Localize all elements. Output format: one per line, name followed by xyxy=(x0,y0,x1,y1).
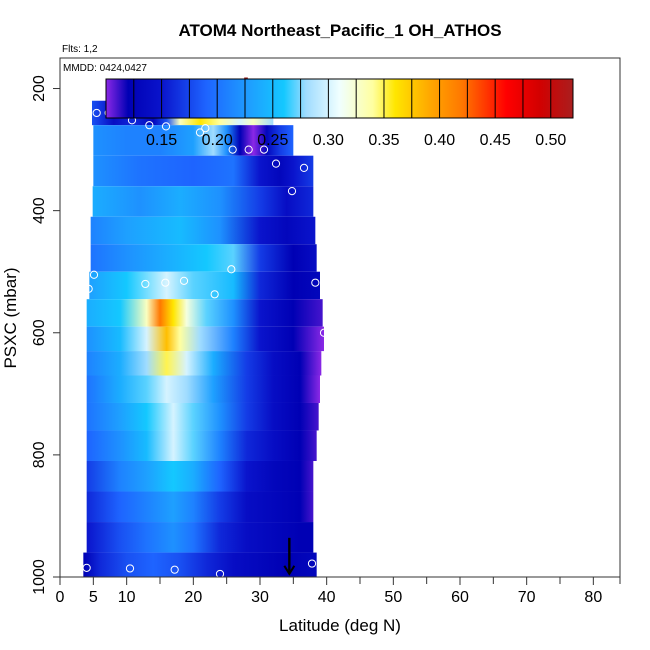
sample-point xyxy=(244,145,253,154)
sample-point xyxy=(161,278,170,287)
sample-point xyxy=(125,564,135,573)
heatmap-layer xyxy=(86,299,323,327)
sample-point xyxy=(299,163,309,173)
flights-label: Flts: 1,2 xyxy=(62,44,98,55)
x-axis: 0 5 10 20 30 40 50 60 70 80 xyxy=(56,577,621,606)
y-tick-label: 800 xyxy=(31,441,48,468)
sample-point xyxy=(307,559,317,568)
sample-point xyxy=(319,328,329,337)
colorbar-tick-label: 0.25 xyxy=(257,132,288,149)
marker-bottom-arrow xyxy=(283,565,296,576)
heatmap-layer xyxy=(86,402,319,431)
x-tick-label: 10 xyxy=(118,589,136,606)
heatmap-layer xyxy=(93,125,294,156)
colorbar-tick-label: 0.40 xyxy=(424,132,455,149)
sample-point xyxy=(287,187,297,196)
sample-point xyxy=(84,284,93,293)
heatmap-layer xyxy=(86,460,314,492)
colorbar-tick-label: 0.20 xyxy=(202,132,233,149)
heatmap-layer xyxy=(86,430,317,461)
colorbar-tick-label: 0.35 xyxy=(368,132,399,149)
x-tick-label: 80 xyxy=(584,589,602,606)
sample-point xyxy=(311,278,320,287)
chart-title: ATOM4 Northeast_Pacific_1 OH_ATHOS xyxy=(178,21,501,40)
sample-point xyxy=(210,290,219,299)
heatmap-layers xyxy=(83,100,325,577)
sample-point xyxy=(141,279,150,289)
x-tick-label: 0 xyxy=(56,589,65,606)
sample-point xyxy=(227,265,236,274)
y-axis: 200 400 600 800 1000 xyxy=(31,75,60,595)
sample-point xyxy=(89,270,99,279)
y-tick-label: 1000 xyxy=(31,559,48,595)
dates-label: MMDD: 0424,0427 xyxy=(63,63,147,74)
x-tick-label: 20 xyxy=(184,589,202,606)
x-axis-label: Latitude (deg N) xyxy=(279,616,401,635)
x-tick-label: 5 xyxy=(89,589,98,606)
sample-point xyxy=(313,163,323,173)
sample-point xyxy=(228,145,237,154)
colorbar-tick-label: 0.30 xyxy=(313,132,344,149)
sample-point xyxy=(215,569,225,579)
sample-point xyxy=(82,563,91,572)
y-tick-label: 600 xyxy=(31,319,48,346)
heatmap-layer xyxy=(86,375,321,403)
sample-point xyxy=(92,108,101,118)
colorbar: 0.15 0.20 0.25 0.30 0.35 0.40 0.45 0.50 xyxy=(105,78,574,149)
sample-point xyxy=(161,122,171,131)
x-tick-label: 30 xyxy=(251,589,269,606)
heatmap-layer xyxy=(92,186,314,217)
sample-point xyxy=(271,159,281,168)
y-tick-label: 400 xyxy=(31,197,48,224)
heatmap-layer xyxy=(90,244,317,272)
heatmap-layer xyxy=(86,351,322,376)
y-axis-label: PSXC (mbar) xyxy=(1,267,20,368)
heatmap-layer xyxy=(86,326,325,352)
x-tick-label: 60 xyxy=(451,589,469,606)
y-tick-label: 200 xyxy=(31,75,48,102)
colorbar-tick-label: 0.15 xyxy=(146,132,177,149)
heatmap-layer xyxy=(83,552,317,577)
x-tick-label: 70 xyxy=(518,589,536,606)
colorbar-tick-label: 0.50 xyxy=(535,132,566,149)
heatmap-layer xyxy=(86,491,314,523)
colorbar-tick-label: 0.45 xyxy=(480,132,511,149)
sample-point xyxy=(201,124,210,133)
heatmap-layer xyxy=(89,271,320,300)
plot-frame xyxy=(59,57,621,578)
sample-point xyxy=(145,121,154,130)
heatmap-layer xyxy=(86,522,314,553)
x-tick-label: 50 xyxy=(384,589,402,606)
heatmap-layer xyxy=(90,216,316,245)
sample-point xyxy=(195,128,205,137)
x-tick-label: 40 xyxy=(318,589,336,606)
sample-point xyxy=(259,145,269,154)
colorbar-gradient xyxy=(105,78,574,119)
sample-point xyxy=(170,565,179,574)
sample-point xyxy=(179,276,189,285)
heatmap-layer xyxy=(93,155,314,187)
